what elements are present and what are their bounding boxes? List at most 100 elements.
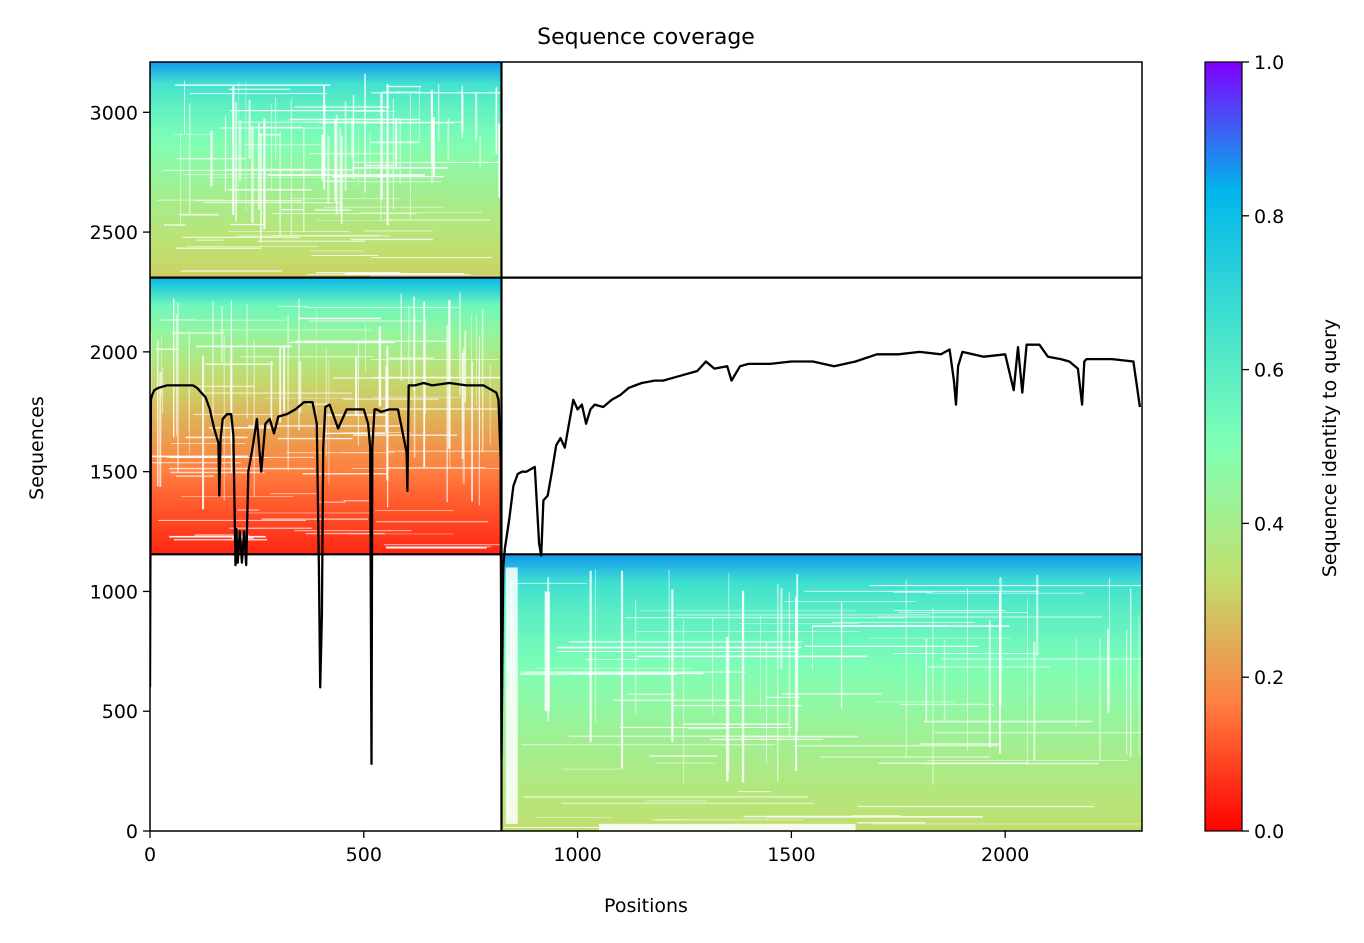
gap-line xyxy=(333,377,414,379)
gap-line xyxy=(557,651,799,652)
gap-line xyxy=(289,118,420,121)
gap-line xyxy=(309,153,396,155)
gap-line xyxy=(152,455,248,458)
gap-line xyxy=(255,126,303,128)
gap-streak xyxy=(357,128,359,186)
gap-line xyxy=(371,257,492,259)
gap-line xyxy=(321,122,455,124)
gap-streak xyxy=(1107,628,1109,713)
gap-streak xyxy=(1126,630,1128,755)
gap-line xyxy=(158,519,306,521)
gap-line xyxy=(317,501,346,503)
gap-streak xyxy=(235,102,237,222)
gap-line xyxy=(562,768,621,770)
coverage-line xyxy=(150,343,1142,766)
gap-line xyxy=(688,728,726,730)
gap-streak xyxy=(780,588,783,669)
gap-line xyxy=(208,427,272,429)
gap-patch xyxy=(505,232,537,245)
gap-patch xyxy=(544,591,550,712)
gap-streak xyxy=(355,356,357,417)
gap-line xyxy=(804,590,1039,592)
gap-line xyxy=(310,250,365,252)
gap-line xyxy=(257,240,366,242)
gap-line xyxy=(251,168,308,170)
gap-streak xyxy=(173,298,175,438)
gap-line xyxy=(876,701,956,703)
gap-line xyxy=(869,585,1142,587)
gap-line xyxy=(928,666,1050,668)
colorbar-tick-label: 0.0 xyxy=(1254,821,1284,843)
gap-line xyxy=(228,231,350,232)
gap-line xyxy=(155,348,179,350)
gap-streak xyxy=(221,305,223,362)
gap-line xyxy=(348,533,454,535)
gap-line xyxy=(295,340,449,342)
gap-streak xyxy=(357,340,359,446)
gap-streak xyxy=(365,324,366,374)
gap-streak xyxy=(766,642,767,763)
gap-line xyxy=(370,275,502,277)
gap-line xyxy=(535,668,694,669)
gap-streak xyxy=(999,577,1002,706)
gap-line xyxy=(851,815,901,817)
gap-line xyxy=(568,735,785,737)
gap-line xyxy=(268,174,425,176)
gap-line xyxy=(259,133,281,136)
gap-line xyxy=(194,534,249,536)
gap-streak xyxy=(812,626,813,670)
gap-streak xyxy=(464,330,466,403)
gap-line xyxy=(535,817,612,818)
gap-line xyxy=(158,319,287,321)
gap-line xyxy=(877,616,1103,618)
gap-streak xyxy=(260,133,262,243)
gap-line xyxy=(278,306,308,307)
gap-streak xyxy=(364,73,366,193)
gap-streak xyxy=(1138,615,1140,755)
gap-streak xyxy=(1033,641,1036,761)
gap-line xyxy=(393,92,502,94)
gap-line xyxy=(873,823,1142,825)
gap-streak xyxy=(340,135,343,224)
y-tick-label: 1500 xyxy=(90,462,138,484)
colorbar-tick-label: 0.6 xyxy=(1254,360,1284,382)
gap-line xyxy=(305,307,459,308)
gap-line xyxy=(919,743,1002,745)
gap-line xyxy=(247,512,374,514)
gap-line xyxy=(179,213,219,216)
gap-line xyxy=(170,471,265,474)
gap-line xyxy=(898,612,1028,613)
gap-line xyxy=(277,437,353,440)
gap-line xyxy=(738,623,860,624)
gap-line xyxy=(322,181,441,183)
gap-line xyxy=(370,141,419,144)
y-axis-ticks: 0 500 1000 1500 2000 2500 3000 xyxy=(90,102,150,843)
y-tick-label: 0 xyxy=(126,821,138,843)
colorbar-tick-label: 0.4 xyxy=(1254,513,1284,535)
gap-patch xyxy=(505,121,515,261)
gap-line xyxy=(893,653,1039,654)
gap-line xyxy=(364,230,433,232)
gap-streak xyxy=(759,616,761,710)
gap-streak xyxy=(481,309,484,453)
gap-line xyxy=(164,224,186,226)
gap-streak xyxy=(150,330,152,442)
gap-line xyxy=(342,432,412,433)
gap-streak xyxy=(408,305,410,401)
y-tick-label: 2500 xyxy=(90,222,138,244)
gap-line xyxy=(521,744,775,746)
gap-streak xyxy=(461,85,463,139)
gap-line xyxy=(170,443,246,444)
gap-line xyxy=(261,518,368,520)
gap-streak xyxy=(409,94,411,219)
gap-line xyxy=(196,345,292,348)
gap-line xyxy=(649,755,717,757)
gap-streak xyxy=(328,361,330,485)
gap-line xyxy=(741,735,858,738)
gap-line xyxy=(180,270,282,272)
gap-line xyxy=(240,356,375,358)
gap-streak xyxy=(788,592,790,736)
gap-streak xyxy=(795,596,798,772)
gap-streak xyxy=(777,584,779,782)
gap-streak xyxy=(726,636,729,782)
